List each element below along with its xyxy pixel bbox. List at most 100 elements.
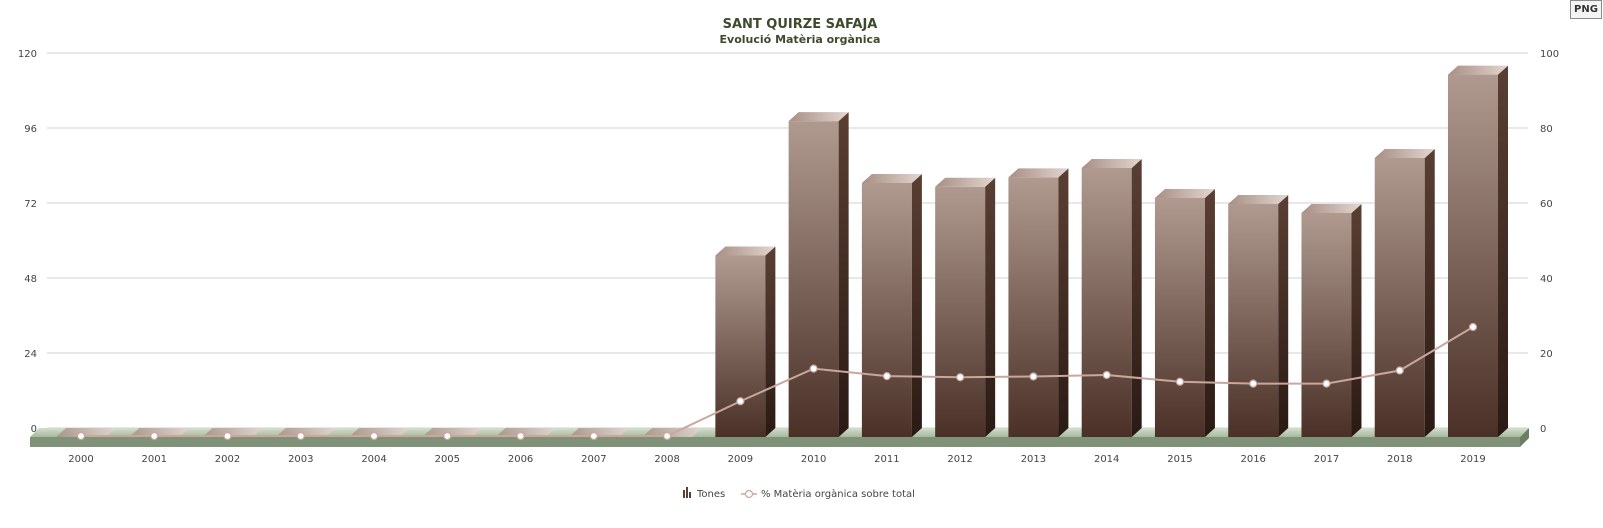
right-tick-label: 80 — [1540, 124, 1553, 135]
bar-cap — [275, 428, 336, 437]
legend: Tones % Matèria orgànica sobre total — [683, 487, 915, 500]
legend-label-percent: % Matèria orgànica sobre total — [761, 488, 915, 500]
legend-line-marker — [744, 489, 754, 499]
legend-bar-icon-right — [689, 492, 691, 498]
bar-cap — [1008, 168, 1069, 178]
bar-2005 — [422, 428, 483, 437]
x-tick-label: 2001 — [142, 454, 167, 465]
legend-bar-icon-mid — [686, 487, 688, 498]
bar-cap — [1301, 204, 1362, 213]
bar-front — [935, 186, 986, 437]
line-point-2002 — [223, 431, 232, 441]
bar-side — [1498, 65, 1508, 437]
bar-2016 — [1228, 194, 1289, 437]
bar-2018 — [1374, 149, 1435, 437]
right-tick-label: 100 — [1540, 49, 1559, 60]
bar-cap — [202, 428, 263, 437]
bar-front — [1374, 158, 1425, 437]
bar-2013 — [1008, 168, 1069, 437]
floor-front — [30, 437, 1520, 447]
bar-cap — [1448, 65, 1508, 75]
bar-side — [1424, 149, 1435, 437]
bar-series-tones — [56, 65, 1508, 437]
left-tick-label: 72 — [24, 199, 37, 210]
bar-2004 — [349, 428, 410, 437]
bar-side — [1204, 189, 1215, 437]
bar-2008 — [642, 428, 703, 437]
x-tick-label: 2003 — [288, 454, 313, 465]
line-point-2015 — [1175, 377, 1185, 386]
bar-cap — [935, 177, 996, 187]
x-tick-label: 2010 — [801, 454, 826, 465]
left-tick-label: 48 — [24, 274, 37, 285]
x-tick-label: 2012 — [947, 454, 972, 465]
bar-2014 — [1081, 159, 1142, 437]
x-tick-label: 2000 — [68, 454, 93, 465]
bar-cap — [1374, 149, 1435, 158]
x-tick-label: 2018 — [1387, 454, 1412, 465]
x-tick-label: 2009 — [728, 454, 753, 465]
line-point-2005 — [443, 431, 452, 441]
line-series-percent — [76, 322, 1478, 441]
line-point-2014 — [1102, 370, 1111, 380]
left-tick-label: 24 — [24, 349, 37, 360]
bar-cap — [861, 174, 922, 183]
x-tick-label: 2019 — [1460, 454, 1485, 465]
bar-2000 — [56, 428, 116, 437]
percent-line — [81, 326, 1474, 437]
right-y-axis: 0 20 40 60 80 100 — [1540, 49, 1559, 435]
bar-cap — [1154, 189, 1215, 198]
floor-side — [1520, 428, 1529, 447]
bar-2001 — [129, 428, 190, 437]
png-export-button[interactable]: PNG — [1570, 0, 1602, 19]
bar-2019 — [1448, 65, 1508, 437]
line-point-2012 — [956, 373, 965, 382]
right-tick-label: 20 — [1540, 349, 1553, 360]
x-tick-label: 2014 — [1094, 454, 1119, 465]
line-point-2010 — [809, 364, 818, 373]
line-point-2003 — [296, 431, 305, 441]
right-tick-label: 0 — [1540, 424, 1546, 435]
bar-cap — [56, 428, 116, 437]
bar-2006 — [495, 428, 556, 437]
bar-cap — [1228, 194, 1289, 204]
bar-cap — [422, 428, 483, 437]
x-tick-label: 2006 — [508, 454, 533, 465]
bar-2012 — [935, 177, 996, 437]
line-point-2000 — [76, 431, 86, 441]
bar-side — [838, 112, 849, 437]
left-y-axis: 0 24 48 72 96 120 — [18, 49, 37, 435]
bar-2015 — [1154, 189, 1215, 437]
bar-2003 — [275, 428, 336, 437]
legend-item-tones[interactable]: Tones — [683, 487, 725, 500]
bar-cap — [1081, 159, 1142, 168]
bar-side — [911, 174, 922, 437]
x-tick-label: 2011 — [874, 454, 899, 465]
bar-side — [985, 177, 996, 437]
x-tick-label: 2004 — [361, 454, 386, 465]
bar-cap — [642, 428, 703, 437]
x-tick-label: 2013 — [1021, 454, 1046, 465]
legend-item-percent[interactable]: % Matèria orgànica sobre total — [741, 488, 915, 500]
bar-2010 — [788, 112, 849, 437]
x-tick-label: 2005 — [435, 454, 460, 465]
line-point-2001 — [150, 431, 159, 441]
bar-2017 — [1301, 204, 1362, 437]
bar-front — [1228, 203, 1279, 437]
bar-side — [1131, 159, 1142, 437]
bar-front — [715, 255, 766, 437]
bar-2009 — [715, 246, 776, 437]
x-tick-label: 2008 — [654, 454, 679, 465]
bar-front — [1448, 74, 1498, 437]
line-point-2008 — [663, 431, 672, 441]
bar-side — [1278, 194, 1289, 437]
bar-2002 — [202, 428, 263, 437]
chart-subtitle: Evolució Matèria orgànica — [720, 33, 881, 46]
bar-front — [1081, 168, 1132, 437]
bar-side — [765, 246, 776, 437]
bar-cap — [349, 428, 410, 437]
line-point-2018 — [1395, 366, 1404, 375]
x-tick-label: 2002 — [215, 454, 240, 465]
x-tick-label: 2017 — [1314, 454, 1339, 465]
